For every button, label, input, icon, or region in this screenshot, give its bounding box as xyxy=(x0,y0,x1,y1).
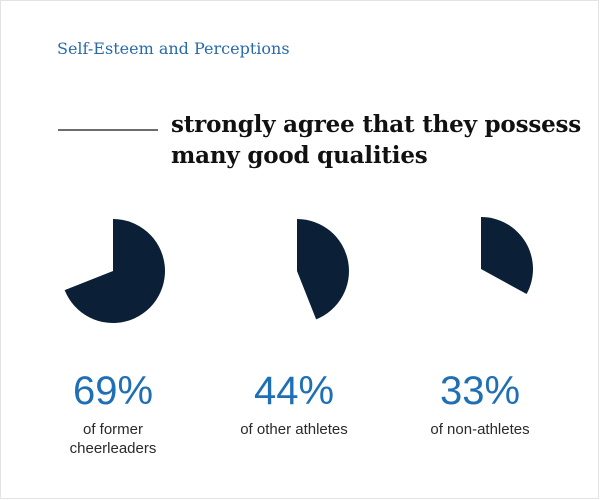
value-label-other-athletes: 44% xyxy=(253,369,335,413)
value-label-non-athletes: 33% xyxy=(439,369,521,413)
caption-line: of other athletes xyxy=(240,421,348,438)
headline-line-1: strongly agree that they possess xyxy=(171,111,582,138)
headline-line-2: many good qualities xyxy=(171,142,428,169)
section-kicker: Self-Esteem and Perceptions xyxy=(57,39,290,58)
pie-chart-former-cheerleaders xyxy=(64,219,165,323)
caption-non-athletes: of non-athletes xyxy=(380,420,580,439)
value-label-former-cheerleaders: 69% xyxy=(72,369,154,413)
caption-former-cheerleaders: of former cheerleaders xyxy=(13,420,213,458)
chart-title: strongly agree that they possess many go… xyxy=(171,109,581,171)
pie-chart-non-athletes xyxy=(481,217,534,295)
pie-slice-other-athletes xyxy=(297,219,350,320)
pie-chart-other-athletes xyxy=(297,219,350,320)
pie-slice-non-athletes xyxy=(481,217,534,295)
pie-slice-former-cheerleaders xyxy=(64,219,165,323)
headline-rule xyxy=(58,129,158,131)
caption-line: of non-athletes xyxy=(430,421,530,438)
caption-line: of former xyxy=(82,421,143,438)
caption-line: cheerleaders xyxy=(69,440,157,457)
caption-other-athletes: of other athletes xyxy=(194,420,394,439)
